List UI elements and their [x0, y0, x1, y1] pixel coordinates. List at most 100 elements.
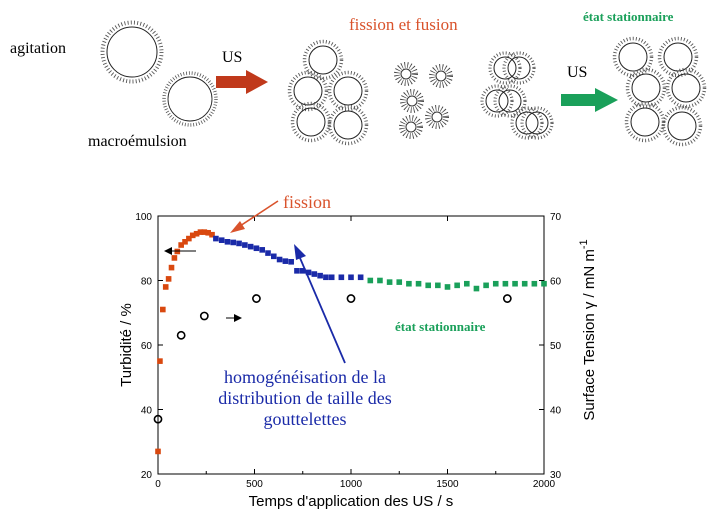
annotation-homogeneisation-line-2: distribution de taille des [218, 388, 391, 408]
data-point-s1-10 [271, 253, 277, 260]
data-point-s2-1 [377, 277, 383, 284]
data-point-s1-8 [259, 247, 266, 253]
data-point-s2-12 [483, 282, 489, 289]
annotation-homogeneisation: homogénéisation de la distribution de ta… [218, 367, 391, 429]
data-marks [153, 229, 547, 455]
y-right-tick-label-1: 40 [550, 406, 562, 417]
data-point-s0-13 [197, 229, 204, 235]
turbidity-chart: 0 500 1000 1500 2000 20 40 60 80 100 30 40 50 60 70 Te… [118, 192, 598, 510]
label-us-2: US [567, 64, 587, 81]
data-point-s2-8 [444, 284, 451, 290]
data-point-s1-5 [242, 242, 248, 248]
data-point-s1-12 [282, 258, 289, 264]
data-point-s1-15 [299, 268, 306, 274]
y-left-tick-label-2: 60 [141, 341, 153, 352]
data-point-s2-9 [454, 282, 460, 289]
y-right-axis-title-group: Surface Tension γ / mN m-1 [578, 239, 598, 420]
data-point-s0-3 [162, 284, 169, 290]
data-point-s2-17 [531, 280, 538, 287]
y-right-tick-label-2: 50 [550, 341, 562, 352]
data-point-s3-5 [502, 294, 512, 303]
macroemulsion-droplet-small [162, 71, 218, 127]
data-point-s1-4 [236, 240, 242, 247]
data-point-s1-1 [218, 237, 225, 243]
data-point-s1-2 [224, 239, 231, 245]
data-point-s2-16 [521, 280, 528, 287]
data-point-s0-1 [157, 358, 163, 364]
data-point-s0-15 [205, 229, 211, 236]
data-point-s0-12 [193, 230, 200, 237]
data-point-s1-14 [294, 268, 300, 274]
label-us-1: US [222, 49, 242, 66]
data-point-s1-11 [276, 256, 283, 263]
data-point-s3-2 [199, 311, 209, 321]
data-point-s2-5 [415, 280, 422, 287]
droplet-cluster-fusing [480, 51, 554, 140]
data-point-s1-17 [311, 271, 318, 277]
data-point-s1-20 [328, 274, 335, 281]
data-point-s0-2 [160, 306, 166, 313]
data-point-s0-8 [178, 242, 184, 248]
droplet-cluster-stationary [612, 36, 707, 147]
data-point-s0-10 [186, 235, 192, 242]
data-point-s2-6 [425, 282, 431, 289]
y-left-tick-label-4: 100 [135, 212, 152, 223]
x-tick-label-0: 0 [155, 479, 161, 490]
left-axis-indicator-arrow [164, 247, 196, 255]
annotation-homogeneisation-line-1: homogénéisation de la [224, 367, 386, 387]
data-point-s0-11 [189, 232, 196, 239]
data-point-s2-18 [541, 280, 547, 287]
data-point-s3-3 [252, 294, 261, 303]
x-tick-label-4: 2000 [533, 479, 556, 490]
y-right-tick-label-0: 30 [550, 470, 562, 481]
annotation-fission: fission [283, 192, 331, 212]
data-point-s1-3 [230, 239, 237, 246]
label-fission-fusion: fission et fusion [349, 15, 458, 34]
data-point-s0-0 [155, 448, 161, 455]
data-point-s0-5 [168, 264, 175, 271]
axis-ticks [157, 215, 545, 475]
data-point-s0-9 [182, 239, 188, 245]
macroemulsion-droplet-large [100, 20, 164, 84]
data-point-s1-13 [288, 258, 294, 265]
x-tick-label-2: 1000 [340, 479, 363, 490]
annotation-etat-stationnaire: état stationnaire [395, 319, 486, 334]
y-right-axis-title-exponent: -1 [578, 239, 590, 249]
data-point-s2-13 [492, 280, 499, 287]
x-tick-label-1: 500 [246, 479, 263, 490]
annotation-fission-arrow [230, 200, 279, 233]
data-point-s2-2 [386, 279, 393, 285]
data-point-s2-4 [406, 280, 412, 287]
arrow-us-2 [561, 88, 618, 112]
data-point-s0-4 [165, 276, 172, 282]
x-axis-title: Temps d'application des US / s [249, 493, 454, 510]
right-axis-indicator-arrow [226, 314, 242, 322]
y-right-axis-title-main: Surface Tension γ / mN m [581, 249, 598, 420]
data-point-s1-22 [348, 274, 354, 281]
annotation-homogeneisation-arrow [294, 244, 346, 364]
data-point-s2-3 [396, 279, 403, 285]
y-right-tick-label-3: 60 [550, 277, 562, 288]
x-tick-label-3: 1500 [436, 479, 459, 490]
data-point-s0-16 [209, 231, 215, 238]
data-point-s0-14 [201, 229, 208, 235]
droplet-cluster-medium [287, 39, 369, 146]
data-point-s3-0 [153, 414, 163, 424]
label-agitation: agitation [10, 40, 66, 57]
data-point-s3-1 [176, 330, 186, 340]
data-point-s1-16 [305, 269, 312, 276]
data-point-s1-21 [338, 274, 345, 281]
data-point-s2-14 [502, 280, 509, 287]
data-point-s3-4 [346, 294, 356, 303]
annotation-homogeneisation-line-3: gouttelettes [264, 409, 347, 429]
arrow-us-1 [216, 70, 268, 94]
schematic: agitation macroémulsion US fission et fu… [10, 9, 707, 150]
data-point-s0-6 [171, 255, 178, 261]
y-right-axis-title: Surface Tension γ / mN m-1 [578, 239, 598, 420]
data-point-s2-7 [435, 282, 441, 289]
data-point-s1-9 [265, 250, 271, 256]
data-point-s1-0 [213, 235, 219, 242]
label-macroemulsion: macroémulsion [88, 133, 187, 150]
data-point-s2-15 [512, 280, 518, 287]
